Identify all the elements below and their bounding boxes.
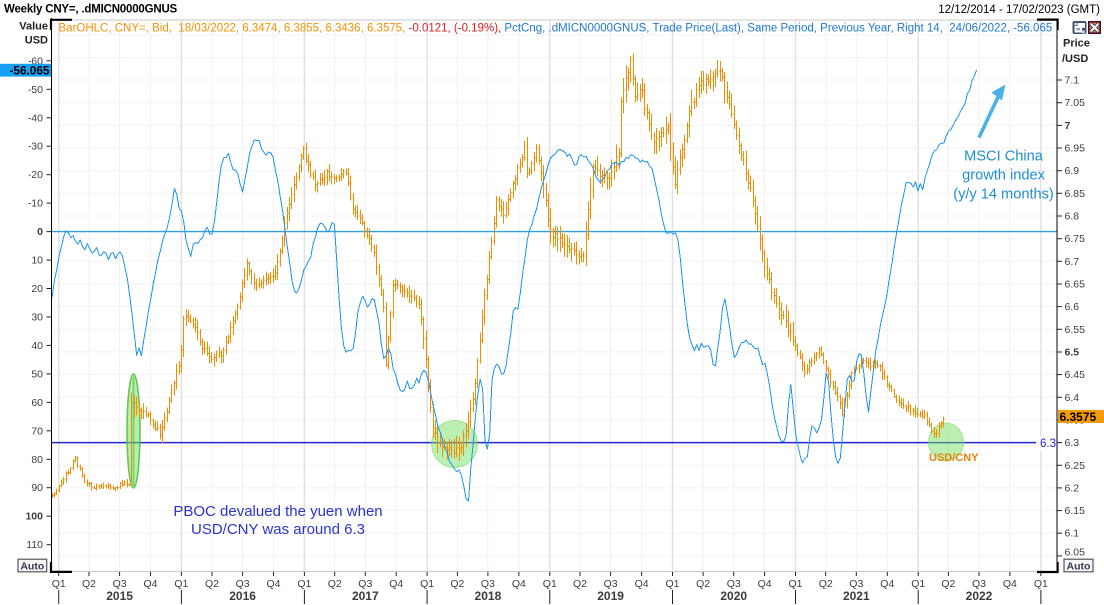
svg-text:7.1: 7.1 xyxy=(1065,75,1080,87)
svg-text:6.3575: 6.3575 xyxy=(1060,410,1097,424)
svg-text:Q1: Q1 xyxy=(297,578,311,590)
svg-text:Q4: Q4 xyxy=(143,578,157,590)
svg-text:Q2: Q2 xyxy=(819,578,833,590)
svg-text:Value: Value xyxy=(19,21,48,33)
svg-text:6.2: 6.2 xyxy=(1065,482,1080,494)
svg-text:Q4: Q4 xyxy=(389,578,403,590)
svg-text:6.75: 6.75 xyxy=(1065,233,1086,245)
svg-text:USD: USD xyxy=(25,35,48,47)
svg-text:Q3: Q3 xyxy=(727,578,741,590)
svg-text:Q3: Q3 xyxy=(481,578,495,590)
svg-text:/USD: /USD xyxy=(1062,53,1088,65)
svg-text:30: 30 xyxy=(31,312,43,324)
svg-text:2022: 2022 xyxy=(966,589,993,603)
svg-text:Auto: Auto xyxy=(20,560,44,572)
svg-text:2017: 2017 xyxy=(352,589,379,603)
svg-text:100: 100 xyxy=(25,511,43,523)
svg-text:6.15: 6.15 xyxy=(1065,505,1086,517)
svg-text:80: 80 xyxy=(31,454,43,466)
svg-text:Q1: Q1 xyxy=(665,578,679,590)
svg-text:40: 40 xyxy=(31,340,43,352)
svg-text:-50: -50 xyxy=(28,84,43,96)
svg-text:Q2: Q2 xyxy=(941,578,955,590)
svg-text:Q3: Q3 xyxy=(358,578,372,590)
svg-text:6.7: 6.7 xyxy=(1065,256,1080,268)
svg-text:Q2: Q2 xyxy=(205,578,219,590)
svg-text:110: 110 xyxy=(26,539,43,551)
svg-text:6.25: 6.25 xyxy=(1065,460,1086,472)
svg-text:6.1: 6.1 xyxy=(1065,528,1080,540)
svg-text:Q3: Q3 xyxy=(236,578,250,590)
svg-text:6.8: 6.8 xyxy=(1065,211,1080,223)
svg-text:Weekly CNY=, .dMICN0000GNUS: Weekly CNY=, .dMICN0000GNUS xyxy=(4,4,178,16)
svg-text:2018: 2018 xyxy=(475,589,502,603)
svg-text:50: 50 xyxy=(31,368,43,380)
svg-text:6.55: 6.55 xyxy=(1065,324,1086,336)
svg-text:Q2: Q2 xyxy=(328,578,342,590)
svg-text:6.45: 6.45 xyxy=(1065,369,1086,381)
svg-text:7.05: 7.05 xyxy=(1065,97,1086,109)
svg-text:Q2: Q2 xyxy=(82,578,96,590)
svg-text:(y/y 14 months): (y/y 14 months) xyxy=(953,187,1054,203)
svg-text:Q3: Q3 xyxy=(972,578,986,590)
svg-text:6.65: 6.65 xyxy=(1065,279,1086,291)
svg-text:MSCI China: MSCI China xyxy=(964,149,1044,165)
svg-text:Q2: Q2 xyxy=(573,578,587,590)
svg-text:Q1: Q1 xyxy=(1034,578,1048,590)
svg-text:2016: 2016 xyxy=(229,589,256,603)
svg-text:-10: -10 xyxy=(28,198,43,210)
svg-text:6.85: 6.85 xyxy=(1065,188,1086,200)
svg-text:6.05: 6.05 xyxy=(1065,546,1086,558)
svg-text:PBOC devalued the yuen when: PBOC devalued the yuen when xyxy=(173,503,382,520)
svg-text:Q3: Q3 xyxy=(849,578,863,590)
svg-text:6.6: 6.6 xyxy=(1065,301,1080,313)
svg-text:7: 7 xyxy=(1065,120,1071,132)
svg-text:Auto: Auto xyxy=(1067,561,1091,573)
svg-text:Q2: Q2 xyxy=(696,578,710,590)
svg-text:60: 60 xyxy=(31,397,43,409)
svg-text:12/12/2014 - 17/02/2023 (GMT): 12/12/2014 - 17/02/2023 (GMT) xyxy=(938,4,1100,16)
svg-text:Q4: Q4 xyxy=(758,578,772,590)
svg-text:Q3: Q3 xyxy=(604,578,618,590)
svg-text:Q4: Q4 xyxy=(512,578,526,590)
svg-text:10: 10 xyxy=(31,255,43,267)
svg-text:USD/CNY was around 6.3: USD/CNY was around 6.3 xyxy=(191,521,365,538)
svg-text:6.3: 6.3 xyxy=(1065,437,1080,449)
svg-text:Q3: Q3 xyxy=(113,578,127,590)
svg-text:Q4: Q4 xyxy=(880,578,894,590)
svg-text:Q4: Q4 xyxy=(635,578,649,590)
svg-text:Q1: Q1 xyxy=(420,578,434,590)
svg-text:Q1: Q1 xyxy=(174,578,188,590)
svg-text:growth index: growth index xyxy=(962,168,1045,184)
svg-text:Q1: Q1 xyxy=(788,578,802,590)
svg-text:90: 90 xyxy=(31,482,43,494)
svg-text:-40: -40 xyxy=(28,112,43,124)
svg-text:Price: Price xyxy=(1063,38,1090,50)
svg-text:6.95: 6.95 xyxy=(1065,143,1086,155)
svg-text:Q4: Q4 xyxy=(266,578,280,590)
svg-text:2019: 2019 xyxy=(597,589,624,603)
svg-text:Q4: Q4 xyxy=(1003,578,1017,590)
svg-text:6.5: 6.5 xyxy=(1065,347,1080,359)
svg-text:2020: 2020 xyxy=(720,589,747,603)
svg-text:2015: 2015 xyxy=(106,589,133,603)
svg-text:BarOHLC, CNY=, Bid, 18/03/202: BarOHLC, CNY=, Bid, 18/03/2022, 6.3474, … xyxy=(59,23,1053,35)
svg-text:-56.065: -56.065 xyxy=(9,64,49,78)
svg-text:6.9: 6.9 xyxy=(1065,165,1080,177)
svg-text:Q1: Q1 xyxy=(911,578,925,590)
svg-text:Q1: Q1 xyxy=(543,578,557,590)
svg-text:2021: 2021 xyxy=(843,589,870,603)
svg-text:-20: -20 xyxy=(28,169,43,181)
svg-text:6.3: 6.3 xyxy=(1040,438,1056,450)
svg-text:6.4: 6.4 xyxy=(1065,392,1080,404)
svg-text:70: 70 xyxy=(31,425,43,437)
svg-text:0: 0 xyxy=(37,226,43,238)
svg-text:20: 20 xyxy=(31,283,43,295)
svg-text:Q1: Q1 xyxy=(52,578,66,590)
svg-text:Q2: Q2 xyxy=(450,578,464,590)
svg-text:USD/CNY: USD/CNY xyxy=(929,452,979,464)
svg-text:-30: -30 xyxy=(28,141,43,153)
